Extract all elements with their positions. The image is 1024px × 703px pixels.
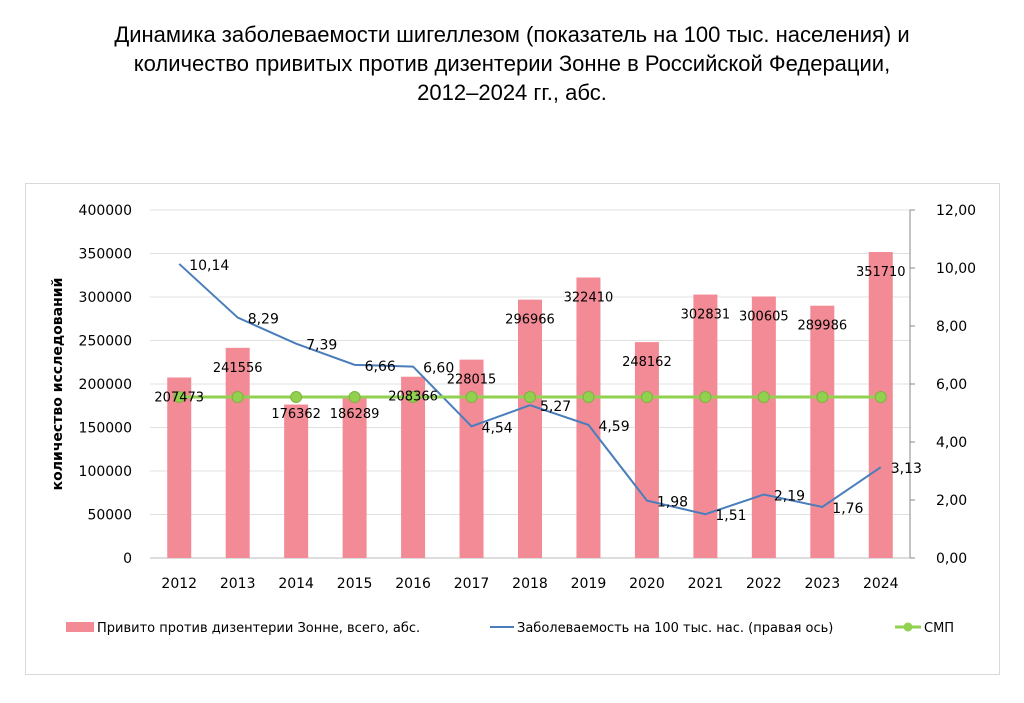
line-data-label: 4,54 <box>482 420 513 436</box>
smp-marker <box>582 391 595 404</box>
smp-marker <box>407 391 420 404</box>
bar-data-label: 208366 <box>388 390 438 405</box>
bar <box>518 299 542 558</box>
bar-data-label: 351710 <box>856 265 906 280</box>
y2-tick-label: 8,00 <box>936 319 967 335</box>
title-line: Динамика заболеваемости шигеллезом (пока… <box>114 22 910 47</box>
bar <box>167 377 192 558</box>
line-data-label: 3,13 <box>891 461 922 477</box>
x-tick-label: 2017 <box>454 576 490 592</box>
bar <box>868 252 893 558</box>
y2-tick-label: 4,00 <box>936 435 967 451</box>
y2-tick-label: 6,00 <box>936 377 967 393</box>
y-tick-label: 300000 <box>79 290 132 306</box>
chart-title: Динамика заболеваемости шигеллезом (пока… <box>0 20 1024 107</box>
x-tick-label: 2019 <box>571 576 607 592</box>
line-data-label: 7,39 <box>306 338 337 354</box>
legend-label: Привито против дизентерии Зонне, всего, … <box>97 621 420 636</box>
legend-label: Заболеваемость на 100 тыс. нас. (правая … <box>517 621 833 636</box>
smp-marker <box>348 391 361 404</box>
title-line: 2012–2024 гг., абс. <box>417 80 607 105</box>
bar-data-label: 176362 <box>271 407 321 422</box>
smp-marker <box>699 391 712 404</box>
bar-data-label: 296966 <box>505 313 555 328</box>
x-tick-label: 2024 <box>863 576 899 592</box>
bar <box>693 294 718 558</box>
line-data-label: 5,27 <box>540 399 571 415</box>
y-tick-label: 200000 <box>79 377 132 393</box>
y-axis-label: количество исследований <box>50 278 66 491</box>
x-tick-label: 2012 <box>161 576 197 592</box>
x-tick-label: 2023 <box>804 576 840 592</box>
bar-data-label: 322410 <box>564 291 614 306</box>
x-tick-label: 2022 <box>746 576 782 592</box>
smp-marker <box>874 391 887 404</box>
line-data-label: 8,29 <box>248 312 279 328</box>
incidence-line <box>178 263 882 516</box>
bar <box>634 342 659 558</box>
y-tick-label: 50000 <box>87 508 132 524</box>
bar <box>751 296 776 558</box>
legend-swatch-smp-marker <box>903 622 913 632</box>
x-tick-label: 2013 <box>220 576 256 592</box>
line-data-label: 1,76 <box>832 501 863 517</box>
y-tick-label: 350000 <box>79 247 132 263</box>
x-tick-label: 2020 <box>629 576 665 592</box>
y-tick-label: 400000 <box>79 203 132 219</box>
line-data-label: 4,59 <box>598 419 629 435</box>
bar-data-label: 186289 <box>330 407 380 422</box>
y2-tick-label: 2,00 <box>936 493 967 509</box>
y2-tick-label: 0,00 <box>936 551 967 567</box>
line-data-label: 1,51 <box>715 508 746 524</box>
smp-marker <box>173 391 186 404</box>
bar <box>401 376 426 558</box>
y-tick-label: 100000 <box>79 464 132 480</box>
bar <box>459 359 484 558</box>
x-tick-label: 2015 <box>337 576 373 592</box>
bar <box>284 404 309 558</box>
bar-data-label: 241556 <box>213 361 263 376</box>
y2-tick-label: 10,00 <box>936 261 976 277</box>
x-tick-label: 2016 <box>395 576 431 592</box>
bar <box>225 347 250 558</box>
bar-data-label: 228015 <box>447 373 497 388</box>
legend-swatch-bars <box>66 622 94 632</box>
smp-marker <box>231 391 244 404</box>
bar <box>576 277 601 558</box>
bar-data-label: 302831 <box>681 308 731 323</box>
line-data-label: 2,19 <box>774 488 805 504</box>
bar-data-label: 289986 <box>797 319 847 334</box>
smp-marker <box>640 391 653 404</box>
x-tick-label: 2018 <box>512 576 548 592</box>
line-data-label: 10,14 <box>189 258 229 274</box>
line-data-label: 6,66 <box>365 359 396 375</box>
smp-marker <box>465 391 478 404</box>
smp-marker <box>290 391 303 404</box>
smp-marker <box>524 391 536 404</box>
title-line: количество привитых против дизентерии Зо… <box>133 51 891 76</box>
smp-marker <box>816 391 829 404</box>
line-data-label: 1,98 <box>657 495 688 511</box>
chart-frame <box>25 183 1000 675</box>
bar-data-label: 248162 <box>622 355 672 370</box>
x-tick-label: 2021 <box>688 576 724 592</box>
bar-data-label: 207473 <box>154 390 204 405</box>
bar <box>342 395 367 558</box>
bar-data-label: 300605 <box>739 309 789 324</box>
y2-tick-label: 12,00 <box>936 203 976 219</box>
line-data-label: 6,60 <box>423 361 454 377</box>
y-tick-label: 0 <box>123 551 132 567</box>
y-tick-label: 250000 <box>79 334 132 350</box>
smp-marker <box>757 391 770 404</box>
x-tick-label: 2014 <box>278 576 314 592</box>
y-tick-label: 150000 <box>79 421 132 437</box>
bar <box>810 305 835 558</box>
legend-label: СМП <box>924 621 954 636</box>
